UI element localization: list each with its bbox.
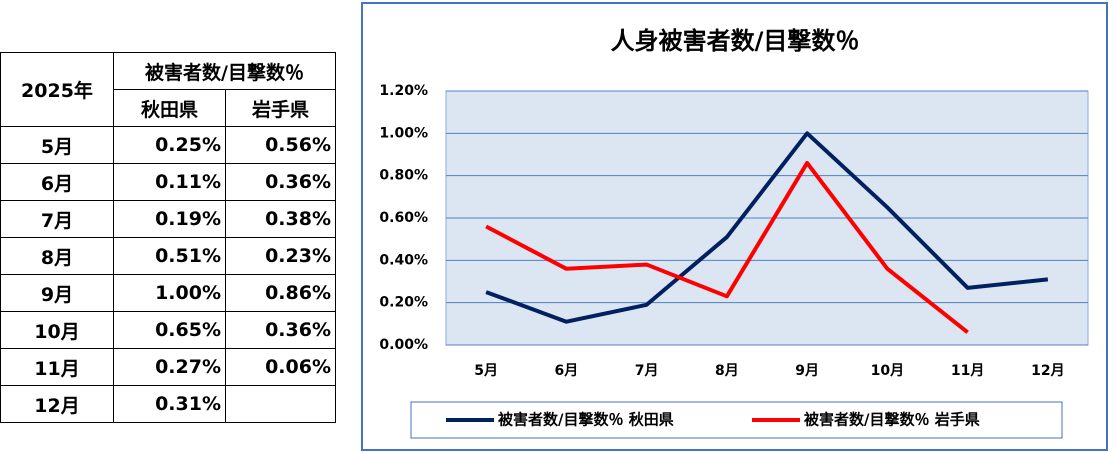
series-line xyxy=(485,160,969,334)
x-tick-label: 8月 xyxy=(715,363,739,379)
y-tick-label: 1.00% xyxy=(379,125,428,141)
table-cell: 12月 xyxy=(0,385,114,423)
header-cell: 被害者数/目撃数％ xyxy=(113,52,336,90)
table-cell: 0.38% xyxy=(225,200,336,238)
y-tick-label: 0.60% xyxy=(379,210,428,226)
table-row: 8月 0.51% 0.23% xyxy=(0,237,336,275)
series-line xyxy=(485,131,1049,324)
table-cell xyxy=(225,385,336,423)
data-table: 2025年 被害者数/目撃数％ 秋田県 岩手県 5月 0.25% 0.56% 6月 0.… xyxy=(0,52,336,423)
table-row: 12月 0.31% xyxy=(0,385,336,423)
table-cell: 0.23% xyxy=(225,237,336,275)
table-cell: 7月 xyxy=(0,200,114,238)
table-body: 5月 0.25% 0.56% 6月 0.11% 0.36% 7月 0.19% 0.38% 8月 0.… xyxy=(0,126,336,423)
table-row: 5月 0.25% 0.56% xyxy=(0,126,336,164)
table-cell: 0.51% xyxy=(113,237,226,275)
y-tick-label: 0.00% xyxy=(379,337,428,353)
y-tick-label: 0.20% xyxy=(379,295,428,311)
x-tick-label: 12月 xyxy=(1031,363,1064,379)
table-cell: 9月 xyxy=(0,274,114,312)
legend-label: 被害者数/目撃数％ 秋田県 xyxy=(498,411,674,429)
header-row: 秋田県 岩手県 xyxy=(1,89,336,127)
table-cell: 8月 xyxy=(0,237,114,275)
x-tick-label: 6月 xyxy=(555,363,579,379)
chart-title: 人身被害者数/目撃数％ xyxy=(611,27,860,55)
table-cell: 0.06% xyxy=(225,348,336,386)
table-cell: 0.36% xyxy=(225,163,336,201)
table-cell: 6月 xyxy=(0,163,114,201)
table-row: 11月 0.27% 0.06% xyxy=(0,348,336,386)
table-cell: 0.11% xyxy=(113,163,226,201)
x-tick-label: 11月 xyxy=(951,363,984,379)
table-cell: 0.31% xyxy=(113,385,226,423)
legend-label: 被害者数/目撃数％ 岩手県 xyxy=(804,411,980,429)
header-cell: 岩手県 xyxy=(225,89,336,127)
x-tick-label: 5月 xyxy=(474,363,498,379)
legend-box xyxy=(410,401,1063,439)
y-tick-label: 1.20% xyxy=(379,83,428,99)
y-tick-label: 0.80% xyxy=(379,168,428,184)
x-tick-label: 10月 xyxy=(871,363,904,379)
table-cell: 0.19% xyxy=(113,200,226,238)
y-tick-label: 0.40% xyxy=(379,252,428,268)
x-tick-label: 9月 xyxy=(795,363,819,379)
table-row: 10月 0.65% 0.36% xyxy=(0,311,336,349)
table-cell: 10月 xyxy=(0,311,114,349)
table-cell: 0.56% xyxy=(225,126,336,164)
table-row: 7月 0.19% 0.38% xyxy=(0,200,336,238)
x-tick-label: 7月 xyxy=(635,363,659,379)
header-row: 2025年 被害者数/目撃数％ xyxy=(0,52,336,127)
header-cell: 2025年 xyxy=(0,52,114,127)
table-row: 6月 0.11% 0.36% xyxy=(0,163,336,201)
table-row: 9月 1.00% 0.86% xyxy=(0,274,336,312)
table-cell: 0.65% xyxy=(113,311,226,349)
